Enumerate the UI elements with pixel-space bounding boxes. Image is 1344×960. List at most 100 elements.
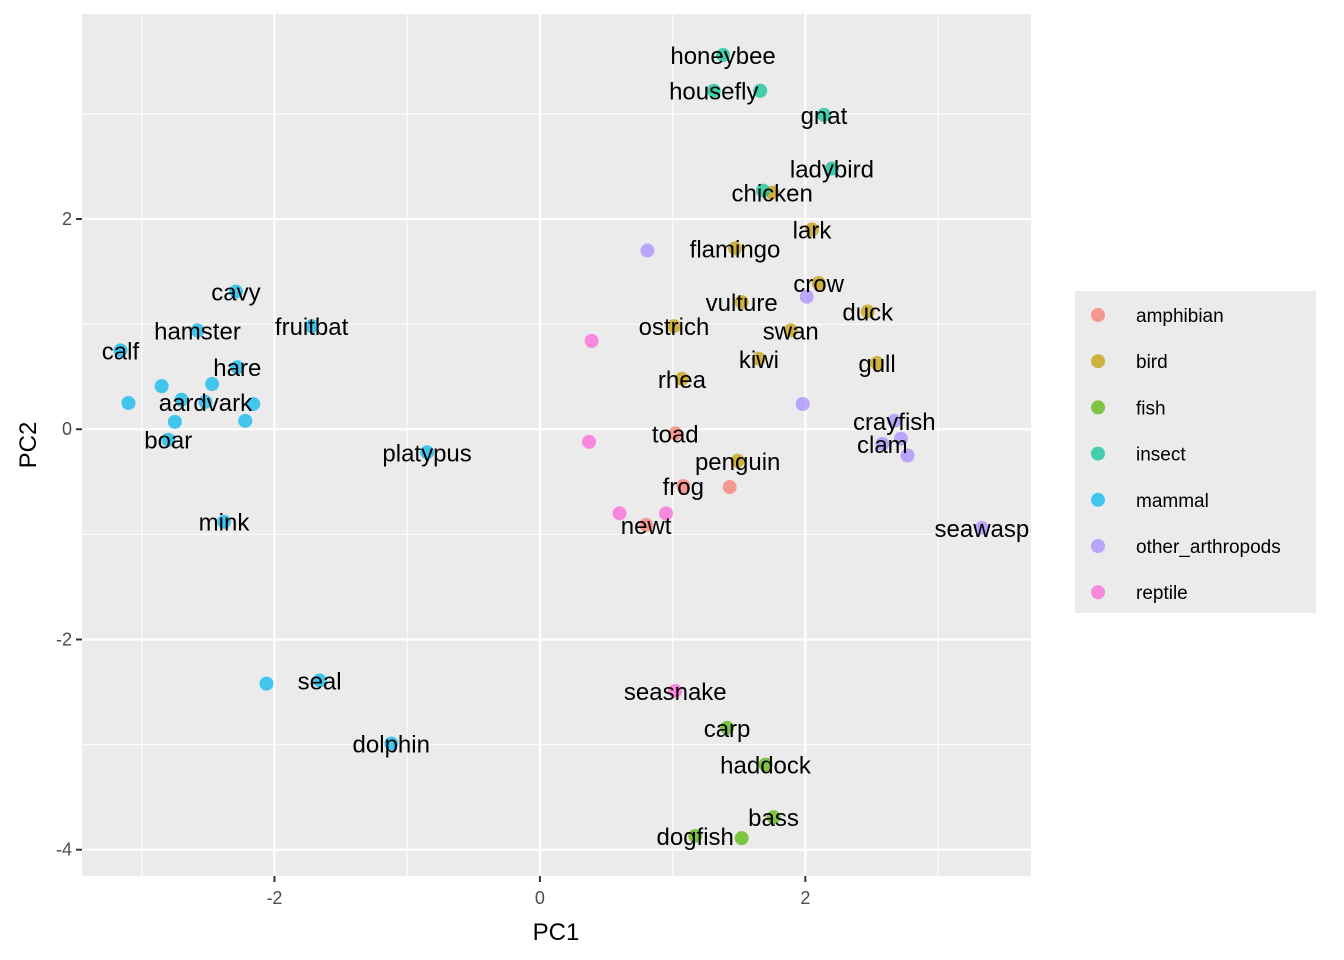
data-point-other_arthropods [799,289,814,304]
data-point-other_arthropods [900,448,915,463]
axes: -2 0 2 -4 -2 0 2 [56,209,810,908]
data-point-mammal [161,432,176,447]
data-point-reptile [582,434,597,449]
data-point-mammal [217,514,232,529]
point-label-crow: crow [793,271,844,298]
data-point-reptile [668,683,683,698]
legend-label-amphibian: amphibian [1136,306,1224,327]
x-tick-label: 0 [535,888,545,908]
point-label-gull: gull [858,351,895,378]
y-axis-title: PC2 [15,422,42,469]
data-point-mammal [198,394,213,409]
data-point-insect [706,83,721,98]
legend-key-bird [1091,354,1105,369]
point-label-hamster: hamster [154,318,241,345]
y-tick-label: 2 [62,209,72,229]
data-point-mammal [228,284,243,299]
data-point-bird [811,276,826,291]
point-label-frog: frog [663,474,704,501]
data-point-mammal [174,392,189,407]
data-point-mammal [312,673,327,688]
data-point-amphibian [639,517,654,532]
data-point-mammal [121,395,136,410]
point-label-seasnake: seasnake [624,679,727,706]
data-point-mammal [230,360,245,375]
data-point-bird [870,356,885,371]
legend-key-insect [1091,446,1105,461]
data-point-mammal [154,379,169,394]
point-label-carp: carp [704,716,751,743]
data-point-bird [860,304,875,319]
legend-key-mammal [1091,492,1105,507]
data-point-other_arthropods [887,413,902,428]
data-point-other_arthropods [875,436,890,451]
point-label-dogfish: dogfish [657,824,734,851]
data-point-amphibian [722,480,737,495]
data-point-bird [666,319,681,334]
y-tick-label: -4 [56,840,72,860]
data-point-insect [824,161,839,176]
legend-key-amphibian [1091,308,1105,322]
data-point-bird [805,222,819,237]
legend-label-bird: bird [1136,352,1168,373]
point-label-lark: lark [793,218,833,245]
point-label-honeybee: honeybee [670,43,775,70]
data-point-bird [783,323,798,338]
point-label-chicken: chicken [731,181,812,208]
point-label-calf: calf [102,338,140,365]
data-point-other_arthropods [893,431,908,446]
point-label-housefly: housefly [669,79,758,106]
data-point-bird [674,371,689,386]
data-point-reptile [659,506,673,521]
legend-label-mammal: mammal [1136,491,1209,512]
data-point-insect [816,107,831,122]
y-tick-label: 0 [62,419,72,439]
point-label-seawasp: seawasp [935,516,1030,543]
data-point-other_arthropods [795,397,810,412]
data-points [113,47,989,846]
data-point-mammal [238,413,253,428]
point-label-newt: newt [621,513,672,540]
point-label-penguin: penguin [695,449,780,476]
data-point-bird [751,351,766,366]
legend-label-insect: insect [1136,445,1186,466]
point-label-flamingo: flamingo [690,236,781,263]
point-label-ladybird: ladybird [790,157,874,184]
data-point-fish [720,720,735,735]
point-label-fruitbat: fruitbat [275,314,349,341]
legend: amphibian bird fish insect mammal other_arthr… [1075,291,1316,613]
data-point-insect [753,83,768,98]
point-label-haddock: haddock [720,753,812,780]
data-point-mammal [420,445,435,460]
legend-key-fish [1091,400,1105,415]
point-label-toad: toad [652,421,699,448]
x-axis-title: PC1 [533,919,580,946]
data-point-mammal [205,377,220,392]
legend-label-fish: fish [1136,398,1166,419]
data-point-mammal [259,676,274,691]
data-point-fish [734,831,749,846]
legend-key-reptile [1091,585,1105,600]
point-label-mink: mink [199,510,251,537]
data-point-mammal [190,323,205,338]
data-point-mammal [384,736,399,751]
data-point-reptile [584,333,599,348]
point-label-duck: duck [842,299,894,326]
point-label-crayfish: crayfish [853,409,936,436]
point-label-aardvark: aardvark [159,390,253,417]
point-label-gnat: gnat [801,103,848,130]
legend-key-other_arthropods [1091,539,1105,553]
data-point-fish [766,810,781,825]
data-point-bird [728,241,743,256]
x-tick-label: -2 [266,888,282,908]
data-point-amphibian [676,478,691,493]
data-point-insect [755,183,770,198]
point-label-cavy: cavy [211,280,260,307]
point-label-platypus: platypus [382,440,471,467]
point-labels: toad frog newt chicken lark flamingo crow vultu… [102,43,1029,851]
legend-label-reptile: reptile [1136,583,1188,604]
point-label-bass: bass [748,805,799,832]
y-tick-label: -2 [56,629,72,649]
data-point-bird [730,453,745,468]
